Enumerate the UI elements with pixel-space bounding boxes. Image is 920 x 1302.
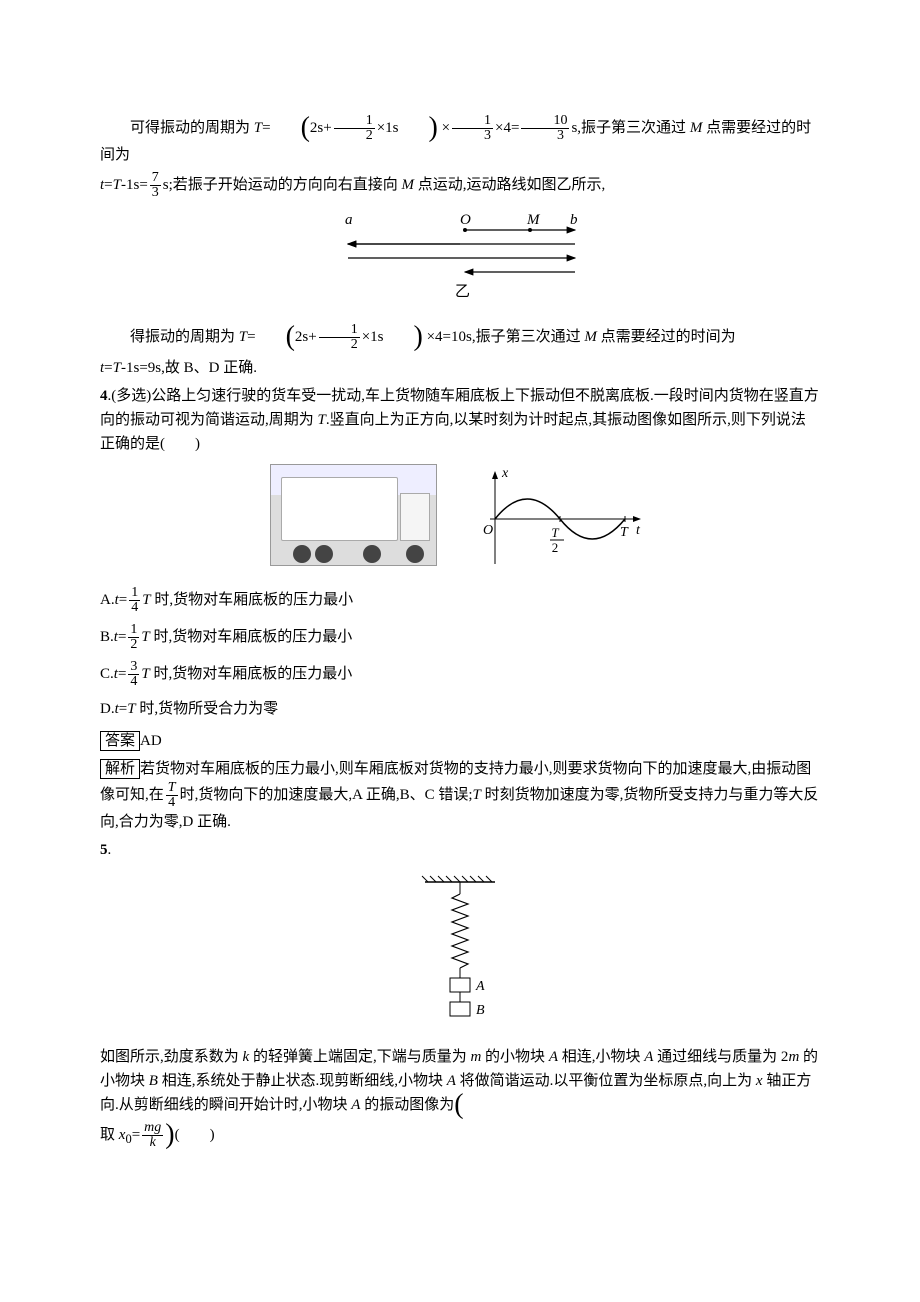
label-O: O xyxy=(460,212,471,228)
frac: 103 xyxy=(521,114,569,143)
prev-line2: t=T-1s=73s;若振子开始运动的方向向右直接向 M 点运动,运动路线如图乙… xyxy=(100,171,820,200)
q4-explanation: 解析若货物对车厢底板的压力最小,则车厢底板对货物的支持力最小,则要求货物向下的加… xyxy=(100,757,820,834)
text: ×4= xyxy=(495,120,519,136)
var-T: T xyxy=(113,177,121,193)
text: -1s=9s,故 B、D 正确. xyxy=(121,360,257,376)
origin: O xyxy=(483,523,493,538)
var-T: T xyxy=(254,120,262,136)
lparen: ( xyxy=(454,1094,463,1116)
svg-text:B: B xyxy=(476,1003,485,1018)
rparen: ) xyxy=(384,326,423,348)
frac: mgk xyxy=(142,1121,163,1150)
frac: 14 xyxy=(129,586,140,615)
inner: ×1s xyxy=(377,120,399,136)
q4-number: 4 xyxy=(100,388,108,404)
q5-tail: 取 x0=mgk)( ) xyxy=(100,1121,820,1150)
q5-stem: 如图所示,劲度系数为 k 的轻弹簧上端固定,下端与质量为 m 的小物块 A 相连… xyxy=(100,1045,820,1117)
spring-diagram: A B xyxy=(400,872,520,1027)
explain-label: 解析 xyxy=(100,759,140,779)
xlabel: t xyxy=(636,523,641,538)
caption-yi: 乙 xyxy=(455,284,470,300)
text: s;若振子开始运动的方向向右直接向 xyxy=(163,177,402,193)
label-b: b xyxy=(570,212,578,228)
answer-value: AD xyxy=(140,733,162,749)
svg-text:T: T xyxy=(552,525,560,540)
answer-label: 答案 xyxy=(100,731,140,751)
frac: T4 xyxy=(166,781,178,810)
frac: 13 xyxy=(452,114,493,143)
text: ×4=10s,振子第三次通过 xyxy=(423,329,585,345)
frac: 12 xyxy=(334,114,375,143)
q4-answer: 答案AD xyxy=(100,729,820,753)
text: 点运动,运动路线如图乙所示, xyxy=(414,177,605,193)
prev-line4: t=T-1s=9s,故 B、D 正确. xyxy=(100,356,820,380)
prev-line1: 可得振动的周期为 T=(2s+12×1s) ×13×4=103s,振子第三次通过… xyxy=(100,114,820,167)
frac: 34 xyxy=(128,660,139,689)
q5-figure: A B xyxy=(100,872,820,1035)
label-a: a xyxy=(345,212,353,228)
inner: 2s+ xyxy=(310,120,332,136)
var-M: M xyxy=(402,177,415,193)
q4-optA: A.t=14T 时,货物对车厢底板的压力最小 xyxy=(100,586,820,615)
svg-text:A: A xyxy=(475,979,485,994)
var-T: T xyxy=(239,329,247,345)
q4-optD: D.t=T 时,货物所受合力为零 xyxy=(100,697,820,721)
text: 点需要经过的时间为 xyxy=(597,329,736,345)
q4-optB: B.t=12T 时,货物对车厢底板的压力最小 xyxy=(100,623,820,652)
frac: 73 xyxy=(150,171,161,200)
q4-stem: 4.(多选)公路上匀速行驶的货车受一扰动,车上货物随车厢底板上下振动但不脱离底板… xyxy=(100,384,820,456)
var-M: M xyxy=(690,120,703,136)
text: 得振动的周期为 xyxy=(130,329,239,345)
sine-graph: x t O T 2 T xyxy=(470,464,650,574)
svg-text:2: 2 xyxy=(552,540,559,555)
lparen: ( xyxy=(271,117,310,139)
truck-image xyxy=(270,464,437,566)
rparen: ) xyxy=(399,117,438,139)
q4-figures: x t O T 2 T xyxy=(100,464,820,574)
frac: 12 xyxy=(319,323,360,352)
q4-optC: C.t=34T 时,货物对车厢底板的压力最小 xyxy=(100,660,820,689)
prev-line3: 得振动的周期为 T=(2s+12×1s) ×4=10s,振子第三次通过 M 点需… xyxy=(100,323,820,352)
lparen: ( xyxy=(256,326,295,348)
ylabel: x xyxy=(501,466,509,481)
diagram-yi: a O M b 乙 xyxy=(330,210,590,305)
text: s,振子第三次通过 xyxy=(571,120,689,136)
label-M: M xyxy=(526,212,541,228)
frac: 12 xyxy=(128,623,139,652)
text: 可得振动的周期为 xyxy=(130,120,254,136)
diagram-yi-block: a O M b 乙 xyxy=(100,210,820,313)
svg-text:T: T xyxy=(620,525,629,540)
rparen: ) xyxy=(165,1124,174,1146)
text: × xyxy=(438,120,450,136)
q5-number: 5. xyxy=(100,838,820,862)
